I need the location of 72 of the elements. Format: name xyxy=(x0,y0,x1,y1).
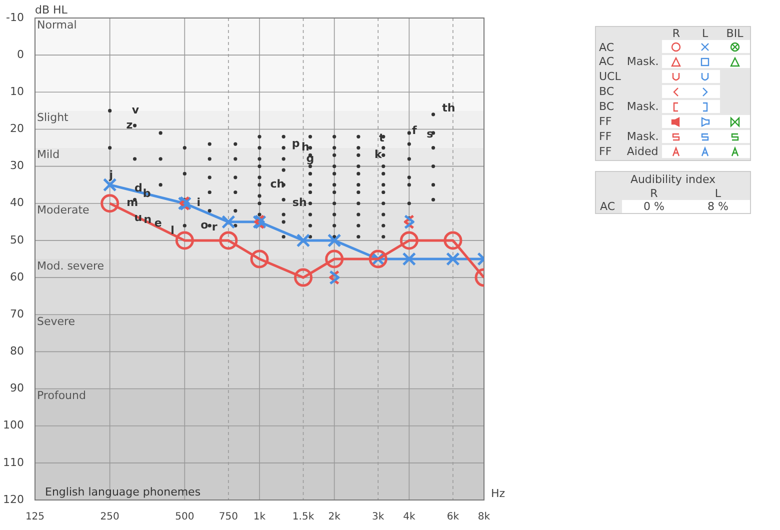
x-tick-label: 6k xyxy=(446,512,460,523)
text: Mask. xyxy=(626,129,660,144)
y-axis-title: dB HL xyxy=(34,3,68,16)
text: BC xyxy=(598,99,616,114)
x-tick-label: 1.5k xyxy=(292,512,314,523)
band-label: Severe xyxy=(36,314,76,328)
x-tick-label: 250 xyxy=(100,512,120,523)
band-label: Normal xyxy=(36,18,77,32)
x-tick-label: 125 xyxy=(25,512,45,523)
y-tick-label: 90 xyxy=(10,382,24,395)
annotation: f xyxy=(412,124,418,137)
x-tick-label: 1k xyxy=(253,512,266,523)
y-tick-label: 30 xyxy=(10,159,24,172)
text: BC xyxy=(598,84,616,99)
annotation: r xyxy=(212,220,218,234)
x-tick-label: 3k xyxy=(372,512,384,523)
annotation: o xyxy=(200,218,209,232)
annotation: j xyxy=(108,168,114,182)
text: FF xyxy=(598,144,613,159)
annotation: th xyxy=(442,102,456,115)
x-tick-label: 750 xyxy=(218,512,238,523)
band-label: Slight xyxy=(36,111,70,124)
annotation: s xyxy=(426,128,434,141)
y-tick-label: 100 xyxy=(2,418,24,432)
annotation: i xyxy=(196,196,201,210)
y-tick-label: 70 xyxy=(10,307,24,320)
annotation: p xyxy=(292,136,300,150)
annotation: z xyxy=(126,118,133,132)
y-tick-label: 10 xyxy=(10,85,24,98)
text: R xyxy=(671,27,681,40)
text: UCL xyxy=(598,69,622,84)
text: 0 % xyxy=(622,200,686,213)
text: Mask. xyxy=(626,99,660,114)
annotation: sh xyxy=(292,196,307,210)
text: Audibility index xyxy=(629,172,717,187)
y-tick-label: 0 xyxy=(16,48,24,61)
band-label: Mild xyxy=(36,148,60,162)
text: FF xyxy=(598,114,613,129)
text: FF xyxy=(598,129,613,144)
y-tick-label: 50 xyxy=(10,233,24,246)
annotation: e xyxy=(154,216,162,230)
band-label: Moderate xyxy=(36,204,90,217)
y-tick-label: 110 xyxy=(2,456,24,469)
x-tick-label: 8k xyxy=(478,512,490,523)
text: AC xyxy=(599,200,616,213)
y-tick-label: 120 xyxy=(2,492,24,506)
text: 8 % xyxy=(686,200,750,213)
annotation: English language phonemes xyxy=(44,485,201,498)
text: AC xyxy=(598,54,616,69)
y-tick-label: 40 xyxy=(10,196,24,210)
text: Aided xyxy=(626,144,660,159)
x-tick-label: 500 xyxy=(175,512,194,523)
annotation: h xyxy=(301,140,310,154)
band-label: Mod. severe xyxy=(36,259,104,272)
text: Mask. xyxy=(626,54,660,69)
y-tick-label: 60 xyxy=(10,270,24,284)
annotation: l xyxy=(170,224,174,238)
x-axis-title: Hz xyxy=(491,486,506,500)
annotation: g xyxy=(306,152,314,165)
x-tick-label: 4k xyxy=(403,512,416,523)
text: BIL xyxy=(725,27,744,40)
y-tick-label: -10 xyxy=(6,10,24,24)
text: R xyxy=(649,187,659,200)
y-tick-label: 80 xyxy=(10,344,24,358)
annotation: k xyxy=(374,148,382,162)
x-tick-label: 2k xyxy=(328,512,341,523)
band-label: Profound xyxy=(36,389,86,402)
text: L xyxy=(714,187,722,200)
text: AC xyxy=(598,40,616,54)
text: L xyxy=(700,27,710,40)
y-tick-label: 20 xyxy=(10,122,24,136)
annotation: v xyxy=(132,104,140,117)
